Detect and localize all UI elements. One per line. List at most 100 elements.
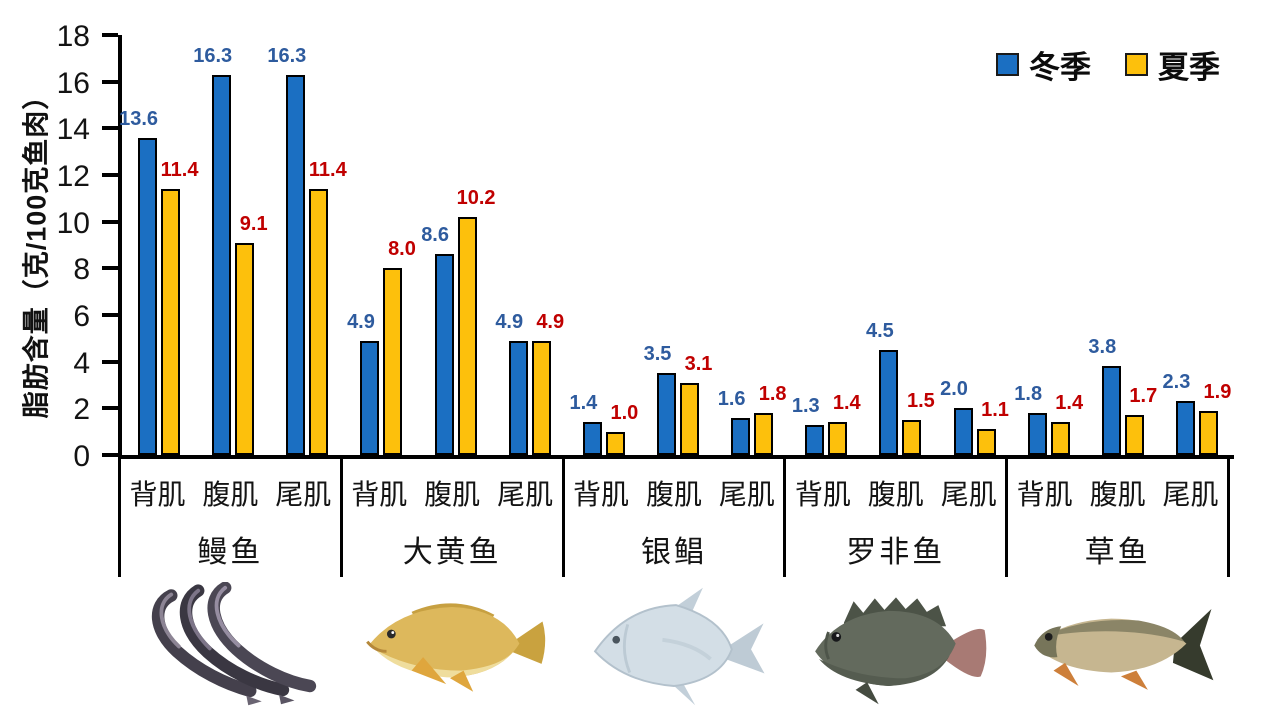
y-tick-label: 18 — [56, 20, 90, 53]
x-axis-group: 背肌 腹肌 尾肌 银鲳 — [561, 459, 784, 577]
y-tick-mark — [102, 453, 118, 457]
y-tick-label: 12 — [56, 160, 90, 193]
bar-pair: 4.9 4.9 — [495, 311, 564, 455]
y-tick-label: 0 — [73, 440, 90, 473]
bar-pair: 1.3 1.4 — [792, 392, 861, 455]
summer-bar — [976, 429, 996, 455]
summer-bar — [235, 243, 255, 455]
bar-pair: 1.8 1.4 — [1014, 383, 1083, 455]
legend-item-summer: 夏季 — [1125, 42, 1220, 87]
winter-bar — [138, 138, 158, 455]
legend-label-summer: 夏季 — [1158, 50, 1220, 85]
x-axis-table: 背肌 腹肌 尾肌 鳗鱼 背肌 腹肌 尾肌 大黄鱼 背肌 腹肌 尾肌 银鲳 背肌 腹肌 尾肌 罗非… — [118, 459, 1230, 577]
summer-bar — [1124, 415, 1144, 455]
x-axis-group: 背肌 腹肌 尾肌 罗非鱼 — [783, 459, 1005, 577]
bar-pair: 16.3 11.4 — [267, 45, 347, 455]
winter-swatch-icon — [996, 53, 1019, 76]
y-tick-mark — [102, 173, 118, 177]
summer-bar — [161, 189, 181, 455]
bar-pair: 2.0 1.1 — [940, 378, 1009, 455]
grass-carp-image — [1034, 608, 1214, 690]
fish-cell — [1008, 582, 1230, 712]
summer-bar — [383, 268, 403, 455]
winter-bar — [434, 254, 454, 455]
summer-bar — [309, 189, 329, 455]
bar-pair: 2.3 1.9 — [1163, 371, 1231, 455]
bar-group: 1.3 1.4 4.5 1.5 2.0 1.1 — [789, 35, 1011, 455]
x-axis-group: 背肌 腹肌 尾肌 草鱼 — [1005, 459, 1230, 577]
muscle-label: 腹肌 — [424, 479, 481, 510]
winter-bar — [1027, 413, 1047, 455]
winter-bar — [879, 350, 899, 455]
summer-bar — [828, 422, 848, 455]
winter-value-label: 16.3 — [193, 45, 233, 67]
fish-cell — [340, 582, 562, 712]
muscle-label: 背肌 — [129, 479, 186, 510]
summer-value-label: 1.0 — [610, 402, 639, 424]
winter-bar — [1175, 401, 1195, 455]
legend-label-winter: 冬季 — [1029, 50, 1091, 85]
bar-pair: 8.6 10.2 — [421, 187, 496, 455]
winter-bar — [1101, 366, 1121, 455]
winter-bar — [731, 418, 751, 455]
legend: 冬季 夏季 — [996, 42, 1220, 87]
summer-value-label: 1.8 — [758, 383, 787, 405]
winter-value-label: 2.0 — [940, 378, 968, 400]
fish-name: 草鱼 — [1084, 536, 1151, 569]
fish-name: 银鲳 — [640, 536, 707, 569]
bar-pair: 3.5 3.1 — [644, 343, 712, 455]
summer-bar — [754, 413, 774, 455]
bar-group: 1.4 1.0 3.5 3.1 1.6 1.8 — [567, 35, 789, 455]
fish-cell — [118, 582, 340, 712]
silver-pomfret-image — [593, 587, 765, 706]
muscle-label: 背肌 — [1016, 479, 1073, 510]
muscle-label: 背肌 — [794, 479, 851, 510]
winter-value-label: 8.6 — [421, 224, 449, 246]
bar-pair: 4.5 1.5 — [866, 320, 935, 455]
muscle-label: 腹肌 — [645, 479, 702, 510]
summer-value-label: 9.1 — [239, 213, 268, 235]
y-tick-label: 14 — [56, 113, 90, 147]
bar-pair: 1.4 1.0 — [569, 392, 638, 455]
winter-value-label: 2.3 — [1162, 371, 1191, 393]
y-tick-mark — [102, 313, 118, 317]
summer-value-label: 10.2 — [456, 187, 496, 209]
y-tick-label: 8 — [73, 253, 90, 287]
fish-name: 大黄鱼 — [402, 536, 502, 569]
bar-group: 13.6 11.4 16.3 9.1 16.3 11.4 — [119, 35, 347, 455]
winter-value-label: 4.5 — [866, 320, 894, 342]
y-tick-mark — [102, 359, 118, 364]
summer-value-label: 1.7 — [1129, 385, 1158, 407]
y-tick-mark — [102, 266, 118, 271]
summer-value-label: 8.0 — [388, 238, 416, 260]
summer-value-label: 1.9 — [1203, 381, 1232, 403]
bar-pair: 16.3 9.1 — [193, 45, 268, 455]
muscle-label: 尾肌 — [497, 479, 554, 510]
summer-value-label: 1.4 — [832, 392, 861, 414]
bar-pair: 13.6 11.4 — [119, 108, 198, 455]
summer-value-label: 11.4 — [308, 159, 347, 181]
y-tick-mark — [102, 79, 118, 84]
winter-value-label: 1.3 — [791, 395, 820, 417]
muscle-label: 腹肌 — [1089, 479, 1146, 510]
y-tick-label: 6 — [73, 300, 90, 333]
winter-bar — [582, 422, 602, 455]
summer-bar — [605, 432, 625, 455]
winter-value-label: 4.9 — [347, 311, 375, 333]
bar-pair: 3.8 1.7 — [1088, 336, 1157, 455]
bar-group: 4.9 8.0 8.6 10.2 4.9 4.9 — [344, 35, 566, 455]
yellow-croaker-image — [365, 603, 545, 692]
winter-value-label: 1.4 — [569, 392, 598, 414]
y-tick-mark — [102, 33, 118, 37]
winter-bar — [508, 341, 528, 455]
fish-name: 罗非鱼 — [846, 536, 946, 569]
summer-value-label: 4.9 — [536, 311, 565, 333]
winter-bar — [953, 408, 973, 455]
bar-pair: 1.6 1.8 — [718, 383, 787, 455]
summer-bar — [902, 420, 922, 455]
y-tick-label: 16 — [56, 66, 90, 100]
summer-value-label: 1.5 — [907, 390, 935, 412]
summer-bar — [457, 217, 477, 455]
y-tick-mark — [102, 219, 118, 224]
